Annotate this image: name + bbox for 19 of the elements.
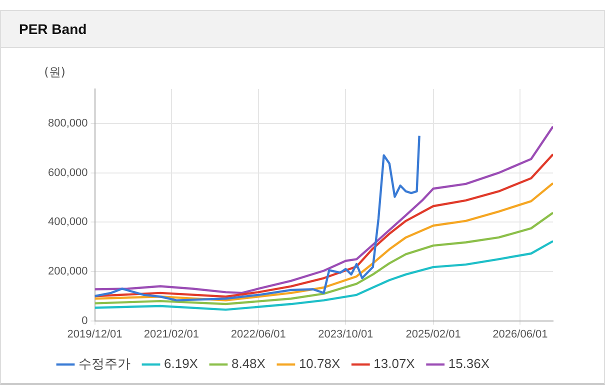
legend-label: 8.48X — [231, 356, 266, 372]
y-tick-label: 0 — [82, 314, 88, 327]
y-axis-title: (원) — [44, 65, 66, 80]
legend-label: 13.07X — [374, 356, 416, 372]
y-tick-label: 400,000 — [48, 216, 88, 228]
y-tick-label: 200,000 — [48, 266, 88, 278]
y-tick-label: 800,000 — [48, 118, 88, 130]
x-tick-label: 2019/12/01 — [67, 328, 122, 340]
x-tick-label: 2025/02/01 — [406, 328, 461, 340]
legend-label: 10.78X — [298, 356, 340, 372]
x-tick-label: 2026/06/01 — [492, 328, 548, 340]
chart-title: PER Band — [1, 11, 604, 48]
x-tick-label: 2022/06/01 — [230, 328, 286, 340]
legend-label: 수정주가 — [78, 356, 130, 372]
x-tick-label: 2021/02/01 — [144, 328, 199, 340]
y-tick-label: 600,000 — [48, 166, 88, 179]
x-tick-label: 2023/10/01 — [318, 328, 374, 340]
legend-label: 15.36X — [448, 356, 490, 372]
legend-label: 6.19X — [164, 356, 198, 372]
